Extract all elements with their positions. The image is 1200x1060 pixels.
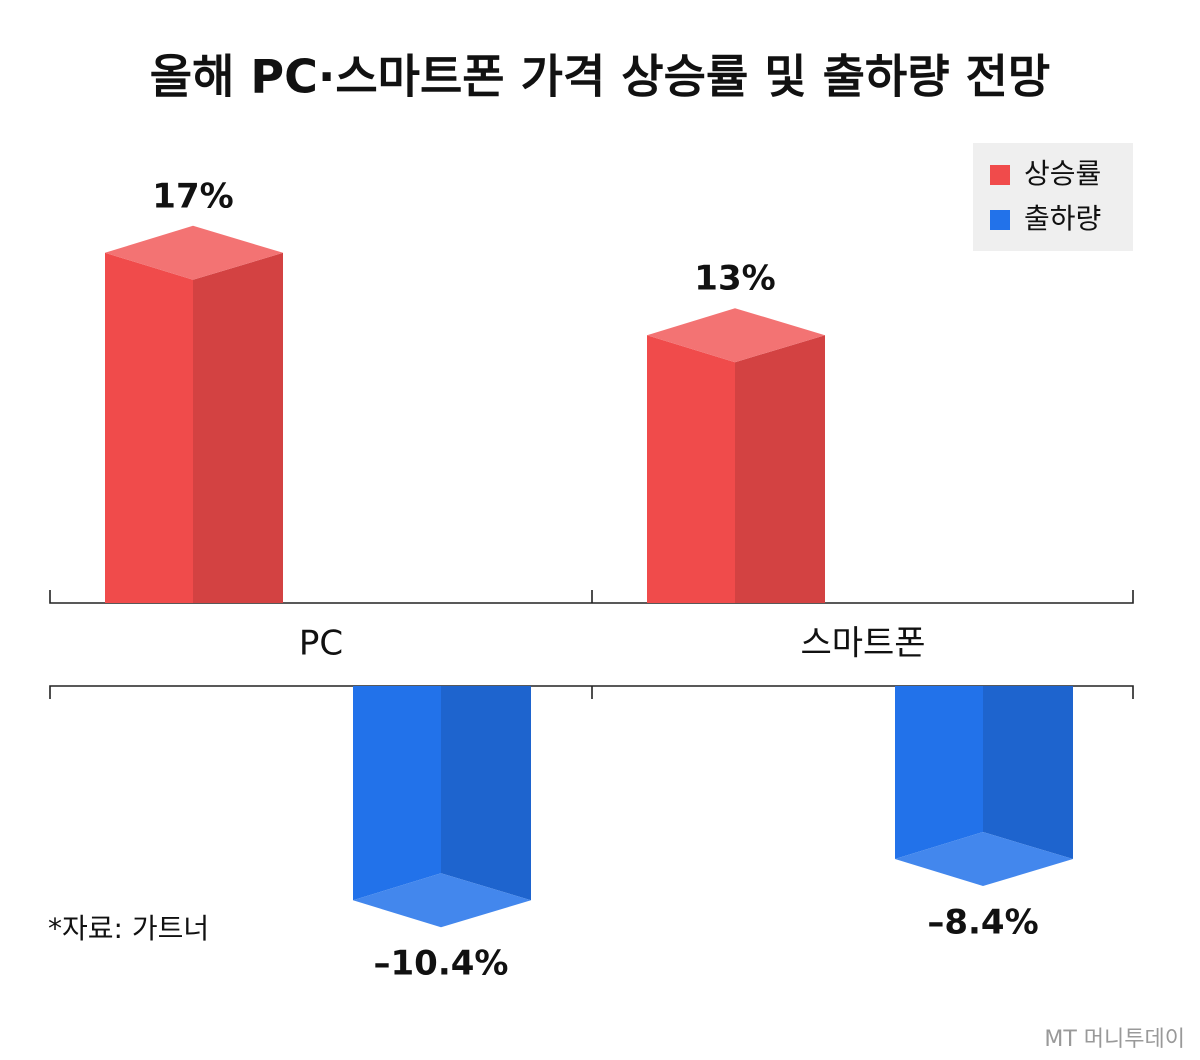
bar-front <box>895 686 983 860</box>
legend-swatch <box>990 210 1010 230</box>
bar-side <box>441 686 531 901</box>
x-axis-top <box>49 590 1134 604</box>
bar-side <box>193 252 283 604</box>
bar-side <box>735 335 825 603</box>
value-label: 13% <box>694 259 775 299</box>
legend-label: 상승률 <box>1024 157 1101 190</box>
bar-bottom <box>895 832 1073 887</box>
x-axis-bottom <box>49 685 1134 699</box>
legend-swatch <box>990 165 1010 185</box>
bar-top <box>105 225 283 280</box>
value-label: –8.4% <box>927 903 1038 943</box>
value-label: 17% <box>152 176 233 216</box>
bar-front <box>105 252 193 604</box>
value-label: –10.4% <box>374 944 509 984</box>
legend-box <box>973 143 1133 251</box>
bar-front <box>647 335 735 603</box>
x-tick-label: 스마트폰 <box>800 624 925 664</box>
bar-side <box>983 686 1073 860</box>
chart-title: 올해 PC·스마트폰 가격 상승률 및 출하량 전망 <box>150 50 1050 104</box>
watermark: MT 머니투데이 <box>1044 1027 1185 1052</box>
bar-bottom <box>353 873 531 928</box>
x-tick-label: PC <box>299 624 343 664</box>
legend-label: 출하량 <box>1024 202 1101 235</box>
bar-front <box>353 686 441 901</box>
bar-top <box>647 308 825 363</box>
source-note: *자료: 가트너 <box>48 912 209 945</box>
